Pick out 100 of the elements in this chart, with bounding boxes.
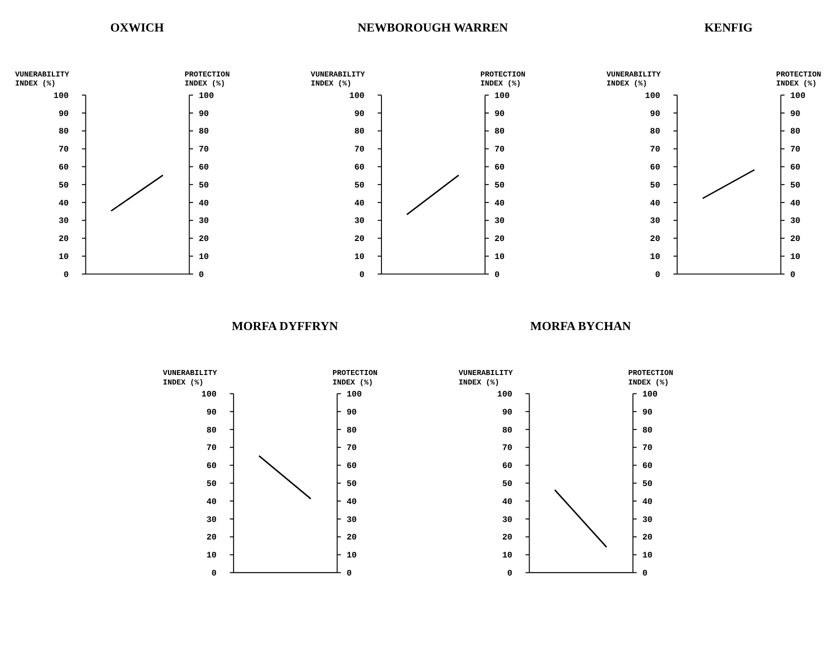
y-tick-label: 80 bbox=[650, 126, 660, 137]
y2-tick-label: 60 bbox=[198, 162, 209, 173]
y2-tick-label: 60 bbox=[642, 461, 653, 472]
y2-tick-label: 60 bbox=[346, 461, 357, 472]
y-tick-label: 30 bbox=[206, 514, 217, 525]
y-tick-label: 50 bbox=[354, 180, 364, 190]
y2-tick-label: 10 bbox=[790, 252, 800, 262]
y-tick-label: 30 bbox=[502, 514, 512, 525]
y-tick-label: 90 bbox=[58, 108, 69, 119]
y2-tick-label: 30 bbox=[790, 216, 800, 226]
y2-tick-label: 20 bbox=[198, 234, 209, 244]
y-tick-label: 60 bbox=[206, 461, 217, 472]
y2-tick-label: 0 bbox=[790, 270, 796, 280]
y-tick-label: 90 bbox=[354, 108, 364, 119]
y2-tick-label: 10 bbox=[198, 252, 209, 262]
y-tick-label: 60 bbox=[502, 461, 512, 472]
y-tick-label: 80 bbox=[206, 425, 217, 436]
y2-tick-label: 70 bbox=[642, 443, 653, 454]
y2-tick-label: 30 bbox=[642, 514, 653, 525]
y-tick-label: 60 bbox=[58, 162, 69, 173]
y2-tick-label: 60 bbox=[494, 162, 505, 173]
y2-tick-label: 10 bbox=[642, 550, 653, 561]
y-tick-label: 40 bbox=[650, 198, 660, 208]
y2-tick-label: 20 bbox=[642, 532, 653, 543]
y-tick-label: 20 bbox=[206, 532, 217, 543]
y-tick-label: 30 bbox=[354, 216, 364, 226]
y-tick-label: 70 bbox=[354, 144, 364, 155]
y-tick-label: 0 bbox=[507, 568, 512, 578]
y2-tick-label: 70 bbox=[198, 144, 209, 155]
y-tick-label: 10 bbox=[58, 252, 69, 262]
y-tick-label: 0 bbox=[212, 568, 217, 578]
y2-tick-label: 30 bbox=[346, 514, 357, 525]
y-tick-label: 50 bbox=[502, 478, 512, 489]
y-tick-label: 20 bbox=[58, 234, 69, 244]
y-tick-label: 70 bbox=[206, 443, 217, 454]
y2-tick-label: 90 bbox=[790, 108, 800, 119]
y2-tick-label: 30 bbox=[198, 216, 209, 226]
y-tick-label: 10 bbox=[650, 252, 660, 262]
y-tick-label: 20 bbox=[354, 234, 364, 244]
y-tick-label: 70 bbox=[502, 443, 512, 454]
y2-tick-label: 20 bbox=[790, 234, 800, 244]
y-tick-label: 20 bbox=[650, 234, 660, 244]
y-tick-label: 10 bbox=[354, 252, 364, 262]
y2-tick-label: 0 bbox=[198, 270, 204, 280]
y2-tick-label: 30 bbox=[494, 216, 505, 226]
y2-tick-label: 20 bbox=[494, 234, 505, 244]
y2-tick-label: 10 bbox=[494, 252, 505, 262]
y2-tick-label: 80 bbox=[642, 425, 653, 436]
y2-tick-label: 40 bbox=[790, 198, 800, 208]
y-tick-label: 100 bbox=[497, 390, 512, 400]
y2-tick-label: 80 bbox=[346, 425, 357, 436]
chart-title: MORFA DYFFRYN bbox=[232, 319, 338, 334]
y2-tick-label: 80 bbox=[790, 126, 800, 137]
y2-tick-label: 70 bbox=[494, 144, 505, 155]
y-tick-label: 100 bbox=[644, 90, 660, 101]
y2-tick-label: 0 bbox=[642, 568, 648, 578]
y2-tick-label: 10 bbox=[346, 550, 357, 561]
y-tick-label: 90 bbox=[650, 108, 660, 119]
chart-title: MORFA BYCHAN bbox=[530, 319, 632, 334]
y-tick-label: 100 bbox=[201, 390, 217, 400]
y2-tick-label: 0 bbox=[346, 568, 352, 578]
y2-tick-label: 90 bbox=[346, 407, 357, 418]
y2-tick-label: 100 bbox=[790, 90, 806, 101]
y-tick-label: 0 bbox=[655, 270, 660, 280]
y-tick-label: 60 bbox=[354, 162, 364, 173]
y2-tick-label: 70 bbox=[346, 443, 357, 454]
y2-tick-label: 90 bbox=[198, 108, 209, 119]
y-tick-label: 40 bbox=[58, 198, 69, 208]
y2-tick-label: 40 bbox=[642, 496, 653, 507]
y2-tick-label: 40 bbox=[346, 496, 357, 507]
chart-title: OXWICH bbox=[110, 20, 164, 35]
y-tick-label: 90 bbox=[502, 407, 512, 418]
y2-tick-label: 50 bbox=[642, 478, 653, 489]
y2-tick-label: 20 bbox=[346, 532, 357, 543]
y2-tick-label: 50 bbox=[790, 180, 800, 190]
y2-tick-label: 50 bbox=[346, 478, 357, 489]
y-tick-label: 50 bbox=[650, 180, 660, 190]
y2-tick-label: 60 bbox=[790, 162, 800, 173]
y-tick-label: 0 bbox=[64, 270, 69, 280]
y2-tick-label: 40 bbox=[494, 198, 505, 208]
y-tick-label: 60 bbox=[650, 162, 660, 173]
y-tick-label: 40 bbox=[354, 198, 364, 208]
y-tick-label: 100 bbox=[349, 90, 364, 101]
y2-tick-label: 90 bbox=[494, 108, 505, 119]
y2-tick-label: 80 bbox=[198, 126, 209, 137]
y2-tick-label: 0 bbox=[494, 270, 500, 280]
y2-tick-label: 40 bbox=[198, 198, 209, 208]
y-tick-label: 70 bbox=[650, 144, 660, 155]
y-tick-label: 10 bbox=[206, 550, 217, 561]
y2-tick-label: 70 bbox=[790, 144, 800, 155]
y2-tick-label: 80 bbox=[494, 126, 505, 137]
chart-title: NEWBOROUGH WARREN bbox=[358, 20, 508, 35]
y-tick-label: 50 bbox=[58, 180, 69, 190]
y-tick-label: 50 bbox=[206, 478, 217, 489]
y-tick-label: 80 bbox=[502, 425, 512, 436]
y-tick-label: 30 bbox=[650, 216, 660, 226]
y-tick-label: 80 bbox=[58, 126, 69, 137]
y-tick-label: 0 bbox=[359, 270, 364, 280]
y-tick-label: 10 bbox=[502, 550, 512, 561]
y-tick-label: 70 bbox=[58, 144, 69, 155]
